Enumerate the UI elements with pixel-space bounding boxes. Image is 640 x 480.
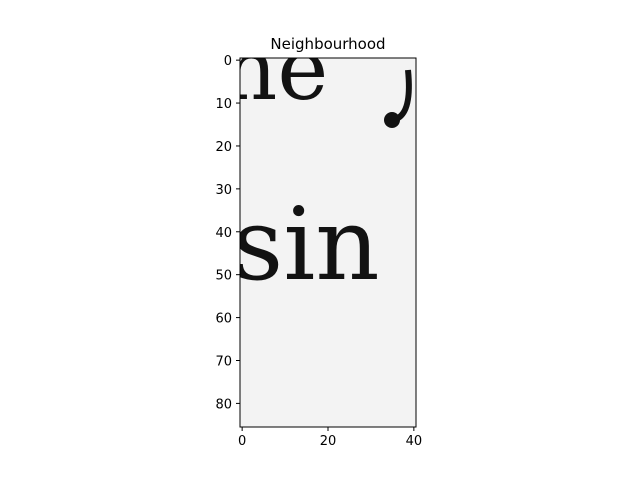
image-panel: ne sin — [222, 20, 416, 427]
y-tick-label: 40 — [215, 226, 232, 241]
comma-dot — [384, 112, 400, 128]
x-axis: 0 20 40 — [238, 427, 422, 449]
y-tick-label: 80 — [215, 397, 232, 412]
y-axis: 0 10 20 30 40 50 60 70 80 — [215, 54, 240, 412]
y-tick-label: 50 — [215, 269, 232, 284]
y-tick-label: 0 — [224, 54, 232, 69]
y-tick-label: 70 — [215, 354, 232, 369]
x-tick-label: 0 — [238, 434, 246, 449]
y-tick-label: 60 — [215, 312, 232, 327]
glyph-sin: sin — [232, 186, 380, 303]
x-tick-label: 40 — [406, 434, 423, 449]
comma-tail — [396, 69, 412, 121]
chart-title: Neighbourhood — [270, 35, 385, 53]
y-tick-label: 10 — [215, 97, 232, 112]
x-tick-label: 20 — [320, 434, 337, 449]
glyph-ne: ne — [222, 20, 328, 120]
y-tick-label: 20 — [215, 140, 232, 155]
y-tick-label: 30 — [215, 183, 232, 198]
